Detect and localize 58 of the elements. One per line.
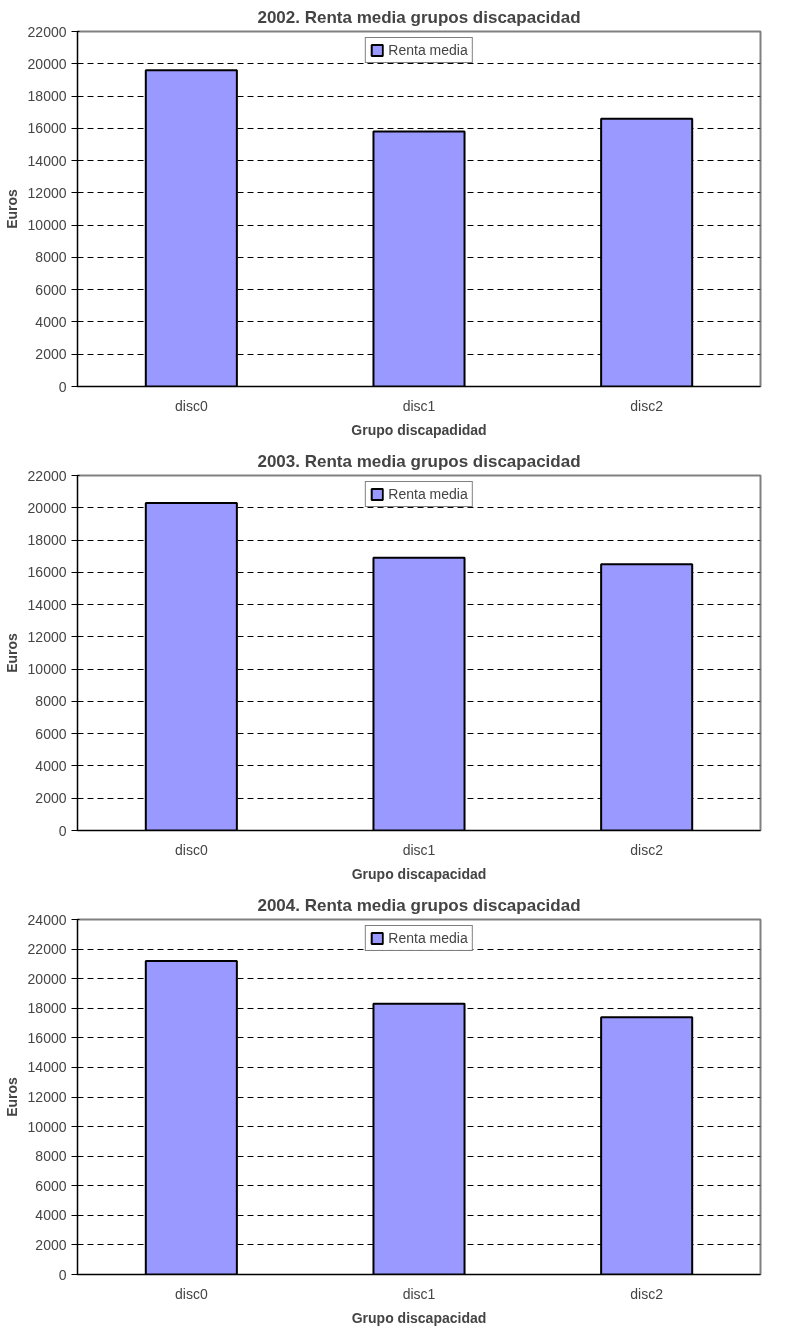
x-tick-label: disc0	[174, 841, 208, 858]
y-tick-label: 20000	[27, 55, 67, 72]
y-tick-label: 4000	[35, 1207, 67, 1224]
y-axis-title: Euros	[3, 188, 20, 229]
y-axis-title: Euros	[3, 1076, 20, 1117]
x-tick-label: disc2	[630, 1285, 664, 1302]
legend-label: Renta media	[388, 486, 468, 502]
x-axis-title: Grupo discapacidad	[351, 865, 487, 882]
y-tick-label: 22000	[27, 941, 67, 958]
y-tick-label: 10000	[27, 1118, 67, 1135]
y-tick-label: 0	[58, 378, 67, 395]
y-tick-label: 12000	[27, 184, 67, 201]
y-tick-label: 0	[58, 1266, 67, 1283]
x-tick-label: disc1	[402, 841, 436, 858]
y-tick-label: 10000	[27, 217, 67, 234]
y-tick-label: 18000	[27, 1000, 67, 1017]
y-tick-label: 14000	[27, 596, 67, 613]
x-tick-label: disc2	[630, 397, 664, 414]
chart-title: 2003. Renta media grupos discapacidad	[257, 451, 581, 471]
y-tick-label: 18000	[27, 88, 67, 105]
y-tick-label: 16000	[27, 120, 67, 137]
y-tick-label: 20000	[27, 499, 67, 516]
y-tick-label: 14000	[27, 152, 67, 169]
y-tick-label: 8000	[35, 693, 67, 710]
y-axis-title: Euros	[3, 632, 20, 673]
y-tick-label: 22000	[27, 467, 67, 484]
y-tick-label: 2000	[35, 790, 67, 807]
y-tick-label: 16000	[27, 1029, 67, 1046]
x-tick-label: disc0	[174, 1285, 208, 1302]
y-tick-label: 8000	[35, 249, 67, 266]
y-tick-label: 12000	[27, 1089, 67, 1105]
y-tick-label: 6000	[35, 1177, 67, 1194]
y-tick-label: 6000	[35, 281, 67, 298]
y-tick-label: 24000	[27, 911, 67, 928]
y-tick-label: 20000	[27, 970, 67, 987]
y-tick-label: 8000	[35, 1148, 67, 1165]
y-tick-label: 10000	[27, 661, 67, 678]
y-tick-label: 4000	[35, 757, 67, 774]
y-tick-label: 2000	[35, 1236, 67, 1253]
legend-label: Renta media	[388, 930, 468, 946]
legend-label: Renta media	[388, 42, 468, 58]
x-tick-label: disc2	[630, 841, 664, 858]
x-tick-label: disc0	[174, 397, 208, 414]
x-tick-label: disc1	[402, 1285, 436, 1302]
chart-title: 2002. Renta media grupos discapacidad	[257, 7, 581, 27]
y-tick-label: 2000	[35, 346, 67, 363]
y-tick-label: 12000	[27, 628, 67, 645]
y-tick-label: 6000	[35, 725, 67, 742]
y-tick-label: 22000	[27, 23, 67, 40]
y-tick-label: 4000	[35, 313, 67, 330]
x-axis-title: Grupo discapadidad	[351, 421, 487, 438]
x-tick-label: disc1	[402, 397, 436, 414]
chart-title: 2004. Renta media grupos discapacidad	[257, 895, 581, 915]
y-tick-label: 16000	[27, 564, 67, 581]
y-tick-label: 18000	[27, 532, 67, 549]
y-tick-label: 0	[58, 822, 67, 839]
x-axis-title: Grupo discapacidad	[351, 1309, 487, 1326]
y-tick-label: 14000	[27, 1059, 67, 1076]
